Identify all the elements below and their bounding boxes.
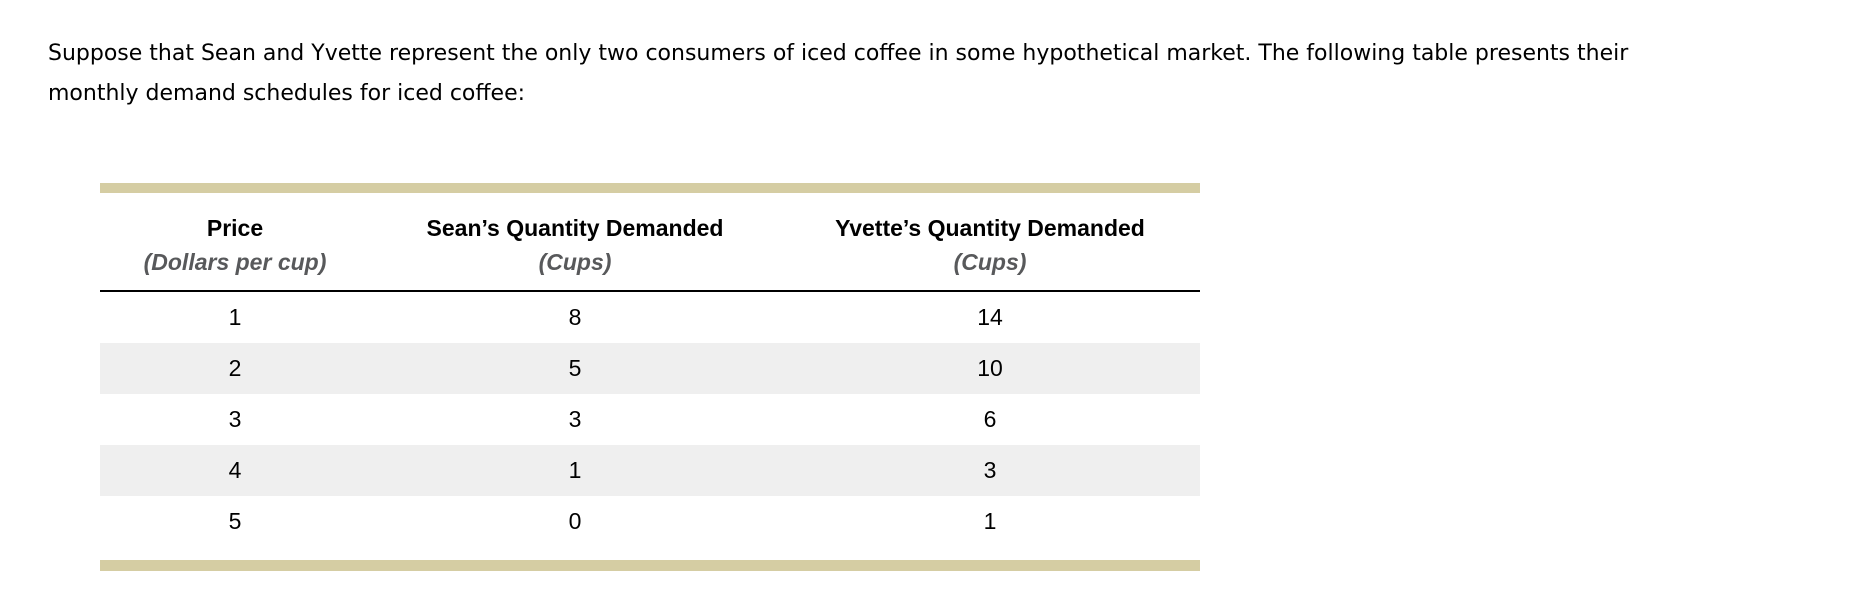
yvette-quantity-cell: 14	[977, 304, 1003, 330]
table-row: 2 5 10	[100, 343, 1200, 394]
demand-schedule-table: Price (Dollars per cup) Sean’s Quantity …	[100, 183, 1200, 571]
table-row: 3 3 6	[100, 394, 1200, 445]
col-subtitle: (Dollars per cup)	[143, 249, 327, 275]
table-bottom-accent-bar	[100, 560, 1200, 571]
col-title: Yvette’s Quantity Demanded	[835, 215, 1145, 241]
col-header-yvette-quantity: Yvette’s Quantity Demanded (Cups)	[780, 193, 1200, 292]
sean-quantity-cell: 5	[370, 343, 780, 394]
sean-quantity-cell: 8	[568, 304, 582, 330]
yvette-quantity-cell: 6	[983, 406, 997, 432]
col-title: Price	[206, 215, 264, 241]
col-subtitle: (Cups)	[538, 249, 612, 275]
price-cell: 3	[228, 406, 242, 432]
price-cell: 5	[228, 508, 242, 534]
price-cell: 1	[228, 304, 242, 330]
intro-line: Suppose that Sean and Yvette represent t…	[48, 41, 1629, 66]
col-subtitle: (Cups)	[953, 249, 1027, 275]
table-row: 4 1 3	[100, 445, 1200, 496]
col-header-sean-quantity: Sean’s Quantity Demanded (Cups)	[370, 193, 780, 292]
yvette-quantity-cell: 1	[983, 508, 997, 534]
col-title: Sean’s Quantity Demanded	[426, 215, 724, 241]
yvette-quantity-cell: 10	[780, 343, 1200, 394]
intro-line: monthly demand schedules for iced coffee…	[48, 81, 526, 106]
price-cell: 4	[100, 445, 370, 496]
price-cell: 2	[100, 343, 370, 394]
table-row: 1 8 14	[100, 291, 1200, 343]
header-row: Price (Dollars per cup) Sean’s Quantity …	[100, 193, 1200, 292]
col-header-price: Price (Dollars per cup)	[100, 193, 370, 292]
table-row: 5 0 1	[100, 496, 1200, 547]
sean-quantity-cell: 0	[568, 508, 582, 534]
yvette-quantity-cell: 3	[780, 445, 1200, 496]
question-intro: Suppose that Sean and Yvette represent t…	[48, 34, 1628, 114]
demand-schedule: Price (Dollars per cup) Sean’s Quantity …	[100, 193, 1200, 547]
sean-quantity-cell: 1	[370, 445, 780, 496]
sean-quantity-cell: 3	[568, 406, 582, 432]
table-top-accent-bar	[100, 183, 1200, 193]
